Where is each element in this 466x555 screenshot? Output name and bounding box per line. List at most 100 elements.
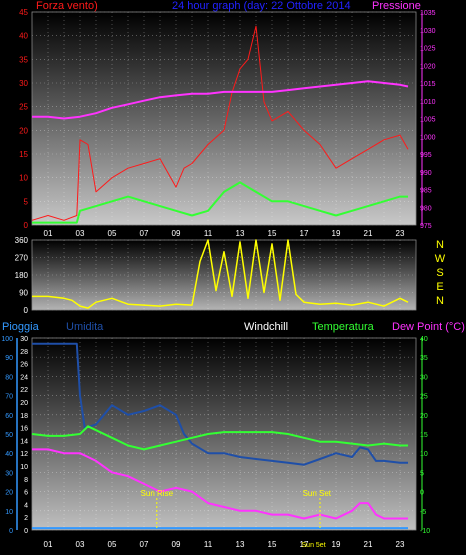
hour-tick-label: 13 (236, 540, 245, 549)
hour-tick-label: 11 (204, 229, 213, 238)
pressure-tick-label: 980 (420, 205, 432, 212)
temperature-tick-label: 15 (420, 432, 428, 439)
temperature-tick-label: 35 (420, 355, 428, 362)
temperature-tick-label: -5 (420, 509, 426, 516)
hour-tick-label: 03 (76, 229, 85, 238)
humidity-tick-label: 10 (20, 464, 28, 471)
humidity-tick-label: 30 (20, 336, 28, 343)
wind-tick-label: 10 (19, 174, 28, 183)
temperature-tick-label: 0 (420, 490, 424, 497)
wind-tick-label: 45 (19, 8, 28, 17)
hour-tick-label: 05 (108, 229, 117, 238)
pressure-tick-label: 1000 (420, 134, 436, 141)
temperature-tick-label: 20 (420, 413, 428, 420)
humidity-tick-label: 2 (24, 515, 28, 522)
wind-gust-line (32, 181, 408, 224)
wind-direction-line (32, 239, 409, 309)
hour-tick-label: 17 (300, 229, 309, 238)
compass-label: N (436, 239, 444, 251)
temperature-tick-label: 40 (420, 336, 428, 343)
pressure-tick-label: 975 (420, 223, 432, 230)
sunset-hour-label: Sun 5et (302, 542, 326, 549)
compass-label: N (436, 295, 444, 307)
temperature-tick-label: -10 (420, 528, 430, 535)
pressure-line (32, 80, 409, 120)
direction-tick-label: 0 (24, 306, 29, 315)
temperature-tick-label: 10 (420, 451, 428, 458)
pressure-tick-label: 1030 (420, 28, 436, 35)
wind-tick-label: 30 (19, 79, 28, 88)
hour-tick-label: 19 (332, 229, 341, 238)
bottom-plot-area (32, 338, 416, 530)
hour-tick-label: 15 (268, 229, 277, 238)
humidity-line (32, 342, 408, 466)
windchill-legend: Windchill (244, 321, 289, 333)
rain-tick-label: 0 (9, 528, 13, 535)
hour-tick-label: 09 (172, 229, 181, 238)
humidity-tick-label: 14 (20, 438, 28, 445)
hour-tick-label: 19 (332, 540, 341, 549)
pressure-tick-label: 1010 (420, 99, 436, 106)
pressure-tick-label: 1025 (420, 46, 436, 53)
pressure-tick-label: 990 (420, 170, 432, 177)
pressure-tick-label: 1035 (420, 10, 436, 17)
rain-tick-label: 50 (5, 432, 13, 439)
rain-tick-label: 20 (5, 490, 13, 497)
rain-tick-label: 10 (5, 509, 13, 516)
wind-tick-label: 20 (19, 126, 28, 135)
wind-tick-label: 35 (19, 55, 28, 64)
rain-tick-label: 70 (5, 394, 13, 401)
wind-tick-label: 40 (19, 32, 28, 41)
humidity-tick-label: 26 (20, 362, 28, 369)
hour-tick-label: 05 (108, 540, 117, 549)
pressure-axis-title: Pressione (372, 0, 421, 12)
wind-axis-title: Forza vento) (36, 0, 98, 12)
rain-tick-label: 40 (5, 451, 13, 458)
direction-tick-label: 270 (15, 254, 29, 263)
hour-tick-label: 07 (140, 540, 149, 549)
hour-tick-label: 15 (268, 540, 277, 549)
humidity-tick-label: 6 (24, 490, 28, 497)
temperature-legend: Temperatura (312, 321, 374, 333)
wind-tick-label: 15 (19, 150, 28, 159)
pressure-tick-label: 1005 (420, 117, 436, 124)
humidity-axis-title: Umidita (66, 321, 104, 333)
wind-speed-line (31, 25, 409, 221)
hour-tick-label: 21 (364, 229, 373, 238)
humidity-tick-label: 16 (20, 426, 28, 433)
compass-label: W (435, 253, 446, 265)
humidity-tick-label: 28 (20, 349, 28, 356)
chart-marks (31, 25, 409, 530)
axis-labels: 0510152025303540459759809859909951000100… (1, 8, 445, 549)
humidity-tick-label: 0 (24, 528, 28, 535)
direction-tick-label: 360 (15, 236, 29, 245)
hour-tick-label: 23 (396, 540, 405, 549)
direction-tick-label: 180 (15, 271, 29, 280)
humidity-tick-label: 22 (20, 387, 28, 394)
humidity-tick-label: 20 (20, 400, 28, 407)
dewpoint-line (32, 448, 408, 520)
rain-tick-label: 60 (5, 413, 13, 420)
humidity-tick-label: 4 (24, 502, 28, 509)
direction-plot-frame (31, 239, 417, 311)
temperature-tick-label: 5 (420, 470, 424, 477)
sunrise-label: Sun Rise (141, 489, 174, 498)
hour-tick-label: 23 (396, 229, 405, 238)
wind-tick-label: 0 (24, 221, 29, 230)
humidity-tick-label: 8 (24, 477, 28, 484)
pressure-tick-label: 1015 (420, 81, 436, 88)
humidity-tick-label: 24 (20, 374, 28, 381)
hour-tick-label: 11 (204, 540, 213, 549)
hour-tick-label: 01 (44, 229, 53, 238)
rain-axis-title: Pioggia (2, 321, 39, 333)
rain-tick-label: 80 (5, 374, 13, 381)
pressure-tick-label: 995 (420, 152, 432, 159)
wind-tick-label: 25 (19, 103, 28, 112)
hour-tick-label: 09 (172, 540, 181, 549)
temperature-tick-label: 30 (420, 374, 428, 381)
hour-tick-label: 07 (140, 229, 149, 238)
compass-label: E (436, 281, 443, 293)
dewpoint-axis-title: Dew Point (°C) (392, 321, 465, 333)
hour-tick-label: 03 (76, 540, 85, 549)
